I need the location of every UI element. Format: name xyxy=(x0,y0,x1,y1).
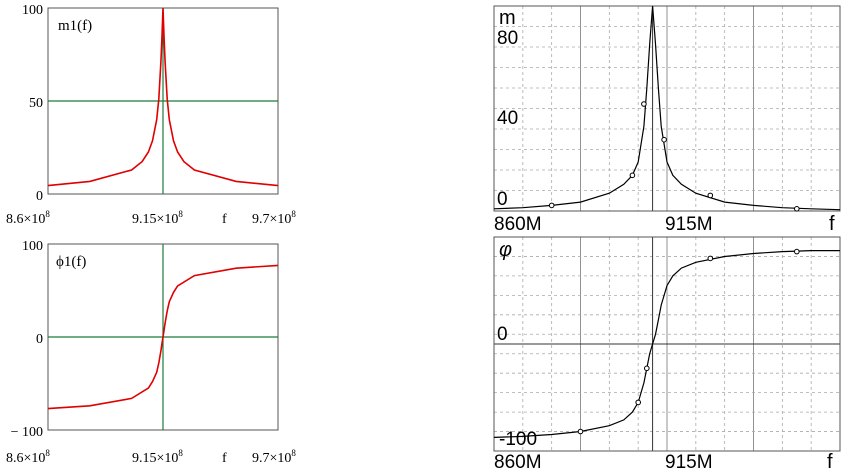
y-tick-label: 0 xyxy=(36,189,43,204)
x-tick-label: 9.7×108 xyxy=(252,209,296,227)
chart-m-experiment: m 80 40 0 860M 915M f xyxy=(493,5,841,235)
chart-phi-experiment: φ 0 -100 860M 915M f xyxy=(493,236,841,473)
y-tick-label: 40 xyxy=(497,108,518,129)
data-point xyxy=(794,206,800,212)
y-tick-label: -100 xyxy=(499,429,537,450)
x-tick-label: 915M xyxy=(665,214,713,235)
plot-area-m xyxy=(493,5,841,212)
x-axis-label: f xyxy=(222,212,227,227)
x-tick-label: 9.15×108 xyxy=(132,448,183,466)
grid-phi xyxy=(494,237,840,451)
grid-m xyxy=(494,6,840,211)
data-point xyxy=(707,255,714,262)
curve-m1 xyxy=(47,7,279,187)
x-tick-label: 915M xyxy=(665,452,713,473)
y-tick-label: 100 xyxy=(22,3,43,18)
y-tick-label: 0 xyxy=(497,189,508,210)
curve-m-exp xyxy=(493,5,841,211)
x-tick-label: 9.7×108 xyxy=(252,448,296,466)
chart-phi1: ϕ1(f) 100 0 − 100 8.6×108 9.15×108 9.7×1… xyxy=(6,239,296,466)
chart-name-phi1: ϕ1(f) xyxy=(56,254,86,270)
data-point xyxy=(635,399,642,406)
y-tick-label: − 100 xyxy=(11,425,43,440)
x-tick-label: 8.6×108 xyxy=(6,209,50,227)
data-point xyxy=(794,248,800,255)
chart-m1: m1(f) 100 50 0 8.6×108 9.15×108 9.7×108 … xyxy=(6,3,296,227)
x-tick-label: 860M xyxy=(494,452,542,473)
markers-m xyxy=(548,101,800,212)
curve-phi-exp xyxy=(493,250,840,438)
x-axis-label: f xyxy=(222,451,227,466)
markers-phi xyxy=(577,248,800,435)
y-tick-label: 80 xyxy=(497,28,518,49)
data-point xyxy=(707,192,714,199)
curve-phi1 xyxy=(47,264,279,410)
x-axis-label: f xyxy=(829,213,835,235)
y-axis-name-phi: φ xyxy=(499,239,512,261)
x-tick-label: 8.6×108 xyxy=(6,448,50,466)
data-point xyxy=(641,101,647,107)
x-axis-label: f xyxy=(827,451,833,473)
y-tick-label: 50 xyxy=(29,96,43,111)
x-tick-label: 9.15×108 xyxy=(132,209,183,227)
data-point xyxy=(629,172,636,179)
chart-name-m1: m1(f) xyxy=(58,18,92,34)
data-point xyxy=(644,365,650,372)
y-tick-label: 0 xyxy=(497,324,508,345)
y-axis-name-m: m xyxy=(499,7,516,29)
data-point xyxy=(577,428,584,435)
y-tick-label: 100 xyxy=(22,239,43,254)
data-point xyxy=(661,136,667,143)
data-point xyxy=(548,202,555,209)
plot-area-phi xyxy=(493,236,841,452)
y-tick-label: 0 xyxy=(36,332,43,347)
x-tick-label: 860M xyxy=(494,214,542,235)
